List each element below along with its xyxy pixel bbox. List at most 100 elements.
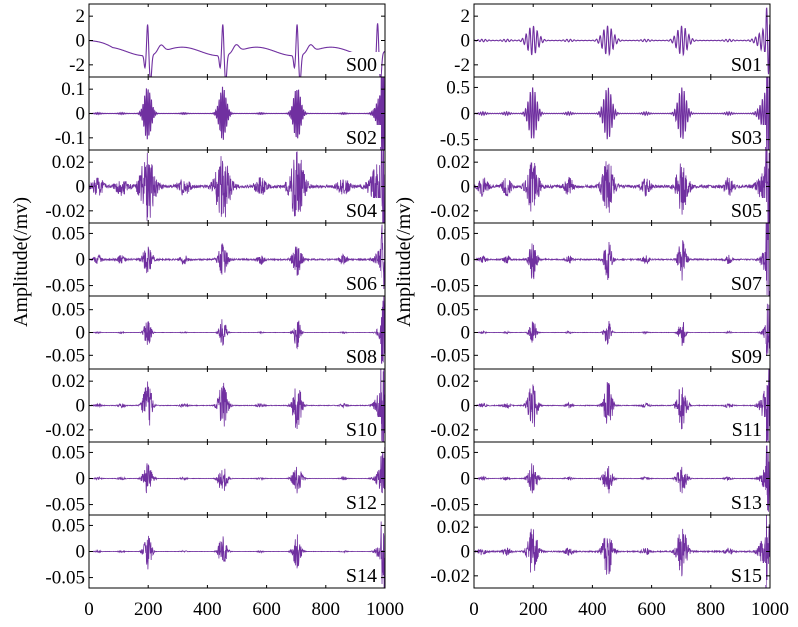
- y-tick-label: -0.02: [45, 201, 85, 222]
- series-line-s10: [89, 369, 385, 442]
- x-tick-label: 600: [252, 599, 281, 620]
- y-tick-label: 0: [76, 250, 86, 271]
- y-tick-label: 0.02: [437, 371, 470, 392]
- panel-s11: 0.02 0 -0.02 S11: [430, 368, 771, 443]
- panel-label-bg: [337, 271, 381, 293]
- panel-s08: 0.050-0.05 S08: [45, 295, 386, 370]
- y-tick-label: 0: [76, 31, 86, 52]
- panel-s10: 0.02 0 -0.02 S10: [45, 368, 386, 443]
- y-tick-label: -0.1: [55, 128, 85, 149]
- series-line-s14: [89, 521, 385, 588]
- y-tick-label: 0.05: [52, 300, 85, 321]
- series-line-s13: [474, 445, 770, 512]
- panel-s04: 0.02 0 -0.02 S04: [45, 149, 386, 224]
- y-tick-label: -0.05: [430, 345, 470, 366]
- y-tick-label: -0.05: [430, 495, 470, 516]
- series-line-s01: [474, 7, 770, 75]
- panel-label-bg: [722, 344, 766, 366]
- y-tick-label: 0: [461, 31, 471, 52]
- y-tick-label: -0.05: [430, 276, 470, 297]
- x-tick-label: 600: [637, 599, 666, 620]
- y-tick-label: 0: [461, 177, 471, 198]
- y-tick-label: 0: [461, 542, 471, 563]
- y-axis-label-left: Amplitude(/mv): [10, 197, 32, 327]
- y-tick-label: 0.05: [437, 300, 470, 321]
- series-line-s11: [474, 369, 770, 442]
- panel-label-bg: [722, 125, 766, 147]
- x-tick-label: 800: [312, 599, 341, 620]
- panel-label-bg: [337, 417, 381, 439]
- panel-label-s11: S11: [732, 419, 762, 441]
- panel-label-s13: S13: [731, 492, 762, 514]
- y-tick-label: -0.05: [45, 568, 85, 589]
- panel-label-s03: S03: [731, 127, 762, 149]
- y-tick-label: 0.05: [52, 515, 85, 536]
- y-tick-label: 0.02: [437, 152, 470, 173]
- y-tick-label: 0: [76, 104, 86, 125]
- panel-label-s14: S14: [346, 565, 377, 587]
- panel-label-bg: [337, 490, 381, 512]
- panel-label-bg: [722, 198, 766, 220]
- y-tick-label: 0.02: [52, 152, 85, 173]
- panel-label-bg: [722, 417, 766, 439]
- y-tick-label: 0: [461, 104, 471, 125]
- panel-s03: 0.5 0 -0.5 S03: [440, 76, 771, 151]
- y-tick-label: 0: [461, 396, 471, 417]
- y-tick-label: -0.5: [440, 130, 470, 151]
- x-tick-label: 400: [578, 599, 607, 620]
- y-tick-label: 0: [76, 177, 86, 198]
- panel-s05: 0.02 0 -0.02 S05: [430, 149, 771, 224]
- x-tick-label: 800: [697, 599, 726, 620]
- panel-s07: 0.05 0 -0.05 S07: [430, 222, 771, 297]
- y-tick-label: 0.02: [437, 517, 470, 538]
- y-tick-label: 0: [461, 323, 471, 344]
- panel-label-s10: S10: [346, 419, 377, 441]
- panel-s12: 0.05 0 -0.05 S12: [45, 441, 386, 516]
- panel-s09: 0.050-0.05 S09: [430, 295, 771, 370]
- panel-label-s06: S06: [346, 273, 377, 295]
- panel-s06: 0.05 0 -0.05 S06: [45, 222, 386, 297]
- panel-s14: 0.05 0 -0.05 S14: [45, 514, 386, 589]
- y-tick-label: 0.5: [446, 77, 470, 98]
- y-tick-label: -0.02: [430, 566, 470, 587]
- panel-label-bg: [337, 52, 381, 74]
- x-tick-label: 400: [193, 599, 222, 620]
- series-line-s03: [474, 77, 770, 150]
- panel-label-s00: S00: [346, 54, 377, 76]
- panel-label-bg: [337, 563, 381, 585]
- panel-label-s12: S12: [346, 492, 377, 514]
- panel-label-s04: S04: [346, 200, 377, 222]
- y-tick-label: 0.1: [61, 79, 85, 100]
- panel-label-bg: [722, 490, 766, 512]
- series-line-s07: [474, 223, 770, 296]
- x-tick-label: 200: [134, 599, 163, 620]
- series-line-s09: [474, 303, 770, 356]
- series-line-s02: [89, 77, 385, 150]
- panel-label-bg: [337, 344, 381, 366]
- y-tick-label: 0.05: [437, 442, 470, 463]
- panel-label-s15: S15: [731, 565, 762, 587]
- y-tick-label: 0.02: [52, 371, 85, 392]
- x-tick-label: 0: [469, 599, 479, 620]
- y-tick-label: -2: [454, 55, 470, 76]
- y-tick-label: -0.05: [45, 345, 85, 366]
- y-tick-label: 0: [461, 469, 471, 490]
- y-tick-label: 2: [76, 6, 86, 27]
- y-tick-label: -0.02: [45, 420, 85, 441]
- y-axis-label-right: Amplitude(/mv): [393, 197, 415, 327]
- y-tick-label: 0: [76, 542, 86, 563]
- panel-label-bg: [722, 271, 766, 293]
- y-tick-label: 0.05: [437, 223, 470, 244]
- panel-s13: 0.05 0 -0.05 S13: [430, 441, 771, 516]
- y-tick-label: -2: [69, 55, 85, 76]
- y-tick-label: 0: [76, 396, 86, 417]
- y-tick-label: -0.02: [430, 201, 470, 222]
- panel-label-bg: [337, 125, 381, 147]
- series-line-s08: [89, 296, 385, 364]
- panel-label-s02: S02: [346, 127, 377, 149]
- panel-label-s07: S07: [731, 273, 762, 295]
- series-line-s05: [474, 150, 770, 223]
- panel-s15: 0.02 0 -0.02 S15: [430, 514, 771, 589]
